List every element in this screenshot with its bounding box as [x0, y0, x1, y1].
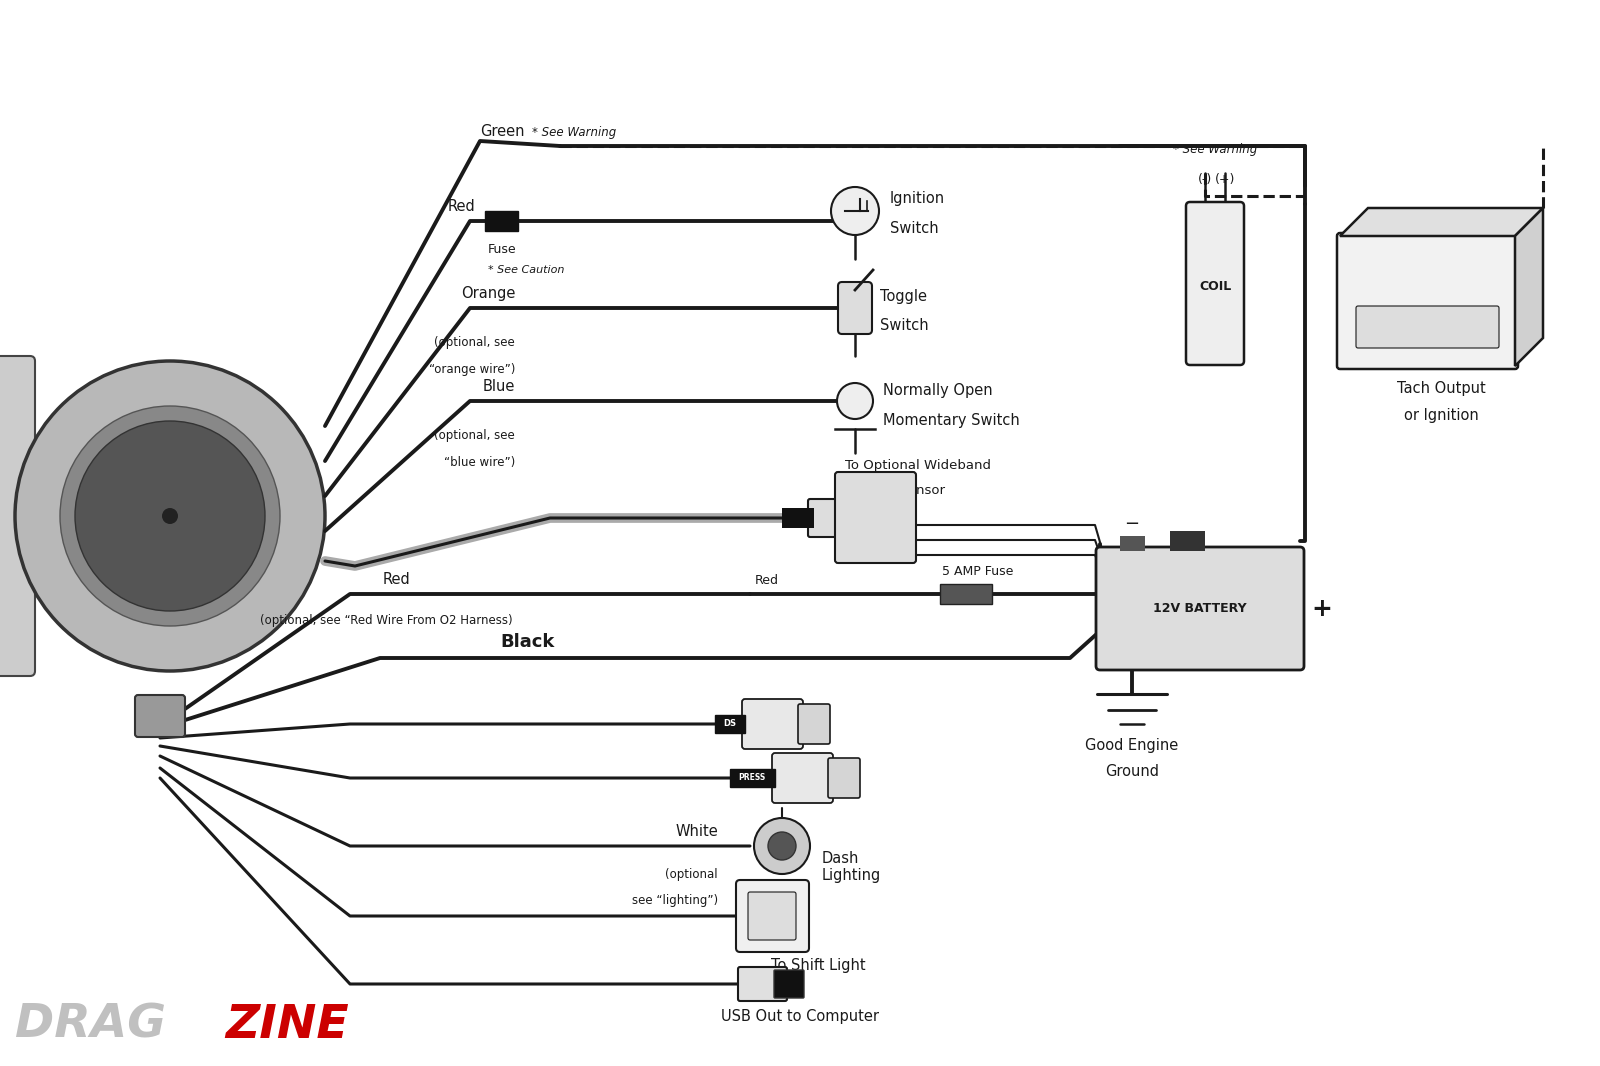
FancyBboxPatch shape	[730, 769, 774, 787]
FancyBboxPatch shape	[941, 584, 992, 604]
Text: Air/Fuel Sensor: Air/Fuel Sensor	[845, 484, 946, 497]
FancyBboxPatch shape	[736, 881, 810, 952]
Circle shape	[14, 361, 325, 671]
Text: (optional: (optional	[666, 868, 718, 881]
Text: Ignition: Ignition	[890, 192, 946, 207]
Text: Switch: Switch	[880, 319, 928, 334]
Text: “orange wire”): “orange wire”)	[429, 364, 515, 376]
Text: * See Caution: * See Caution	[488, 265, 565, 275]
FancyBboxPatch shape	[774, 970, 805, 998]
FancyBboxPatch shape	[738, 967, 787, 1001]
FancyBboxPatch shape	[1096, 547, 1304, 671]
Text: Toggle: Toggle	[880, 289, 926, 304]
FancyBboxPatch shape	[798, 704, 830, 744]
Text: ZINE: ZINE	[226, 1003, 349, 1048]
Text: COIL: COIL	[1198, 279, 1230, 292]
Bar	[782, 508, 814, 528]
Bar	[1120, 536, 1146, 551]
Text: Orange: Orange	[461, 286, 515, 301]
Text: Ground: Ground	[1106, 764, 1158, 779]
Text: Blue: Blue	[483, 379, 515, 394]
Circle shape	[75, 421, 266, 611]
Text: −: −	[1125, 515, 1139, 533]
FancyBboxPatch shape	[749, 892, 797, 940]
Text: 5 AMP Fuse: 5 AMP Fuse	[942, 565, 1013, 578]
Text: PRESS: PRESS	[738, 774, 766, 782]
Text: (+): (+)	[1214, 173, 1235, 185]
Text: +: +	[1312, 597, 1333, 620]
FancyBboxPatch shape	[1186, 201, 1245, 365]
FancyBboxPatch shape	[485, 211, 518, 231]
Text: To Optional Wideband: To Optional Wideband	[845, 459, 990, 472]
Text: Tach Output: Tach Output	[1397, 381, 1486, 395]
Text: Red: Red	[755, 574, 779, 587]
Text: To Shift Light: To Shift Light	[771, 958, 866, 973]
Polygon shape	[1515, 208, 1542, 366]
FancyBboxPatch shape	[835, 472, 917, 563]
Text: (optional, see: (optional, see	[434, 429, 515, 442]
Text: Dash
Lighting: Dash Lighting	[822, 851, 882, 884]
FancyBboxPatch shape	[1338, 233, 1518, 369]
Text: * See Warning: * See Warning	[1173, 143, 1258, 156]
Bar	[1170, 531, 1205, 551]
Text: Switch: Switch	[890, 222, 939, 237]
Circle shape	[162, 508, 178, 524]
Text: Black: Black	[501, 633, 555, 651]
Text: Good Engine: Good Engine	[1085, 738, 1179, 753]
Circle shape	[754, 818, 810, 874]
Circle shape	[59, 406, 280, 626]
Text: DS: DS	[723, 720, 736, 728]
Text: (optional, see: (optional, see	[434, 336, 515, 349]
Text: * See Warning: * See Warning	[531, 126, 616, 139]
FancyBboxPatch shape	[771, 753, 834, 803]
FancyBboxPatch shape	[134, 695, 186, 737]
Text: (-): (-)	[1198, 173, 1213, 185]
Circle shape	[837, 383, 874, 419]
FancyBboxPatch shape	[829, 758, 861, 798]
Polygon shape	[1341, 208, 1542, 236]
Text: USB Out to Computer: USB Out to Computer	[722, 1010, 878, 1024]
Text: (optional, see “Red Wire From O2 Harness): (optional, see “Red Wire From O2 Harness…	[259, 614, 512, 627]
FancyBboxPatch shape	[838, 282, 872, 334]
Text: Momentary Switch: Momentary Switch	[883, 414, 1019, 429]
Text: or Ignition: or Ignition	[1405, 408, 1478, 423]
Text: Green: Green	[480, 124, 525, 139]
Text: Red: Red	[382, 572, 410, 587]
Text: 12V BATTERY: 12V BATTERY	[1154, 602, 1246, 615]
Text: Fuse: Fuse	[488, 243, 517, 256]
Text: “blue wire”): “blue wire”)	[443, 456, 515, 469]
Text: Normally Open: Normally Open	[883, 384, 992, 399]
Text: DRAG: DRAG	[14, 1003, 166, 1048]
FancyBboxPatch shape	[808, 499, 840, 537]
Text: Red: Red	[448, 199, 475, 214]
Text: see “lighting”): see “lighting”)	[632, 894, 718, 907]
FancyBboxPatch shape	[0, 356, 35, 676]
Text: White: White	[675, 824, 718, 839]
Circle shape	[768, 831, 797, 860]
Circle shape	[830, 187, 878, 235]
FancyBboxPatch shape	[742, 699, 803, 749]
FancyBboxPatch shape	[1357, 306, 1499, 348]
FancyBboxPatch shape	[715, 715, 746, 733]
